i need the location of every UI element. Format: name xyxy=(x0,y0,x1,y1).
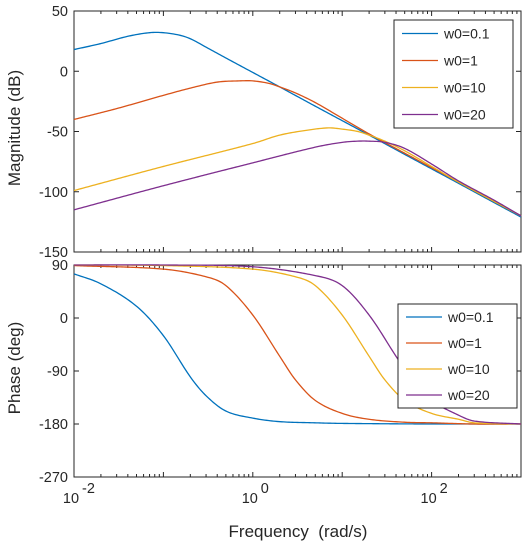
phase-xtick-label-base: 10 xyxy=(63,491,79,507)
phase-panel: Phase (deg) Frequency (rad/s) 90 0 -90 -180… xyxy=(5,258,522,541)
magnitude-series-line-w010 xyxy=(73,127,522,217)
magnitude-series-line-w020 xyxy=(73,140,522,217)
phase-ytick-label: 90 xyxy=(52,258,68,274)
phase-legend-label: w0=1 xyxy=(447,335,482,351)
magnitude-legend-label: w0=10 xyxy=(443,80,486,96)
phase-ytick-label: -270 xyxy=(39,470,68,486)
magnitude-legend-label: w0=1 xyxy=(443,53,478,69)
phase-xtick-label-base: 10 xyxy=(242,491,258,507)
phase-xtick-label-exponent: 2 xyxy=(440,481,448,497)
magnitude-panel: Magnitude (dB) 50 0 -50 -100 -150 w0=0.1 w0=1 w… xyxy=(5,4,522,261)
phase-legend-label: w0=20 xyxy=(447,387,490,403)
phase-ylabel: Phase (deg) xyxy=(5,322,24,415)
phase-legend-label: w0=10 xyxy=(447,361,490,377)
phase-xtick-label-exponent: -2 xyxy=(82,481,95,497)
magnitude-ytick-label: -150 xyxy=(39,245,68,261)
phase-ytick-label: -90 xyxy=(47,364,68,380)
phase-xtick-label-exponent: 0 xyxy=(261,481,269,497)
phase-series-line-w001 xyxy=(73,273,521,425)
magnitude-legend-label: w0=20 xyxy=(443,107,486,123)
phase-legend-box xyxy=(397,303,518,409)
frequency-xlabel: Frequency (rad/s) xyxy=(229,522,368,541)
phase-ytick-label: 0 xyxy=(60,311,68,327)
magnitude-series-line-w001 xyxy=(73,31,522,218)
magnitude-legend-label: w0=0.1 xyxy=(443,26,490,42)
magnitude-ytick-label: 0 xyxy=(60,64,68,80)
magnitude-ylabel: Magnitude (dB) xyxy=(5,70,24,186)
magnitude-ytick-label: -50 xyxy=(47,125,68,141)
magnitude-ytick-label: -100 xyxy=(39,185,68,201)
phase-series-line-w01 xyxy=(73,264,521,425)
phase-series-line-w020 xyxy=(74,264,522,425)
phase-xtick-label-base: 10 xyxy=(421,491,437,507)
magnitude-legend-box xyxy=(393,19,514,129)
phase-ytick-label: -180 xyxy=(39,417,68,433)
phase-legend-label: w0=0.1 xyxy=(447,309,494,325)
magnitude-ytick-label: 50 xyxy=(52,4,68,20)
